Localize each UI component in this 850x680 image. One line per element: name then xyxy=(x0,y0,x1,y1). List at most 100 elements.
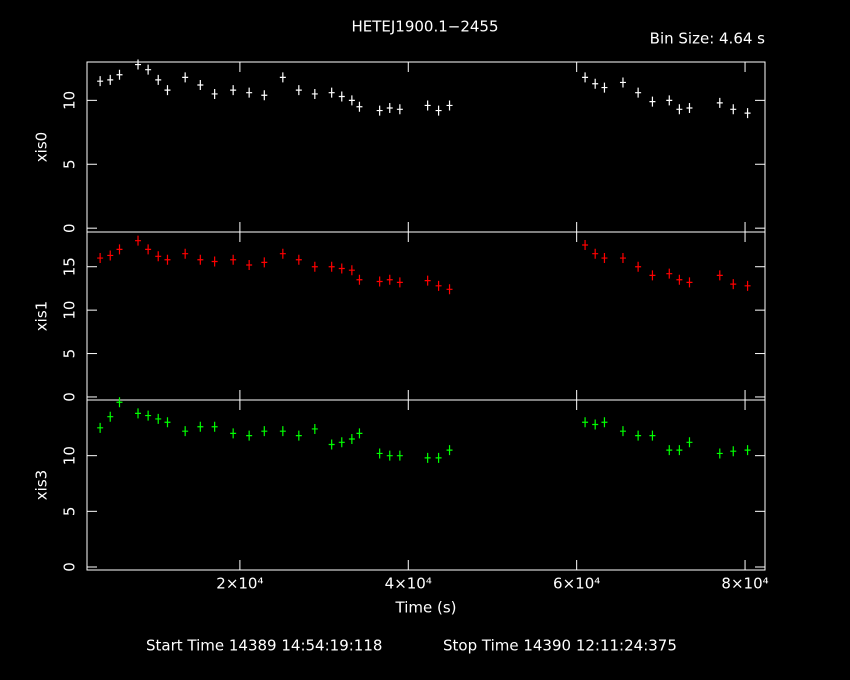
data-point xyxy=(97,76,104,87)
data-point xyxy=(396,450,403,461)
data-point xyxy=(376,105,383,116)
data-point xyxy=(424,100,431,111)
y-tick-label: 5 xyxy=(61,507,79,517)
panel-frame xyxy=(86,61,766,233)
data-point xyxy=(182,426,189,437)
data-point xyxy=(356,428,363,439)
data-point xyxy=(328,87,335,98)
data-point xyxy=(348,433,355,444)
data-point xyxy=(261,426,268,437)
data-point xyxy=(164,417,171,428)
y-tick-label: 15 xyxy=(61,257,79,276)
data-point xyxy=(246,87,253,98)
data-point xyxy=(730,446,737,457)
data-point xyxy=(376,448,383,459)
data-point xyxy=(592,248,599,259)
data-point xyxy=(686,437,693,448)
stop-time: Stop Time 14390 12:11:24:375 xyxy=(443,637,677,655)
data-point xyxy=(295,254,302,265)
data-point xyxy=(716,270,723,281)
data-point xyxy=(97,253,104,264)
y-axis-label: xis1 xyxy=(33,301,51,331)
data-point xyxy=(666,268,673,279)
data-point xyxy=(744,108,751,119)
data-point xyxy=(635,261,642,272)
data-point xyxy=(730,279,737,290)
data-point xyxy=(582,417,589,428)
data-point xyxy=(182,72,189,83)
data-point xyxy=(211,88,218,99)
data-point xyxy=(279,248,286,259)
data-point xyxy=(230,85,237,96)
data-point xyxy=(744,445,751,456)
data-point xyxy=(386,103,393,114)
data-point xyxy=(582,240,589,251)
y-tick-label: 0 xyxy=(61,392,79,402)
data-point xyxy=(197,421,204,432)
data-point xyxy=(424,452,431,463)
data-point xyxy=(396,104,403,115)
data-point xyxy=(649,96,656,107)
data-point xyxy=(386,274,393,285)
data-point xyxy=(145,244,152,255)
y-tick-label: 10 xyxy=(61,446,79,465)
data-point xyxy=(356,274,363,285)
data-point xyxy=(107,411,114,422)
data-point xyxy=(666,95,673,106)
data-point xyxy=(592,78,599,89)
data-point xyxy=(730,104,737,115)
data-point xyxy=(155,74,162,85)
data-point xyxy=(716,448,723,459)
data-point xyxy=(145,64,152,75)
data-point xyxy=(311,423,318,434)
start-time: Start Time 14389 14:54:19:118 xyxy=(146,637,382,655)
data-point xyxy=(435,280,442,291)
data-point xyxy=(582,72,589,83)
data-point xyxy=(619,253,626,264)
data-point xyxy=(686,103,693,114)
x-tick-label: 2×10⁴ xyxy=(216,575,263,593)
data-point xyxy=(716,97,723,108)
data-point xyxy=(230,254,237,265)
data-point xyxy=(601,417,608,428)
data-point xyxy=(396,277,403,288)
data-point xyxy=(116,69,123,80)
data-point xyxy=(666,445,673,456)
data-point xyxy=(635,430,642,441)
data-point xyxy=(601,82,608,93)
data-point xyxy=(676,445,683,456)
data-point xyxy=(295,85,302,96)
data-point xyxy=(230,428,237,439)
data-point xyxy=(261,257,268,268)
data-point xyxy=(164,254,171,265)
panel-frame xyxy=(86,231,766,401)
x-tick-label: 8×10⁴ xyxy=(721,575,768,593)
bin-size: Bin Size: 4.64 s xyxy=(650,30,766,48)
data-point xyxy=(246,259,253,270)
data-point xyxy=(446,284,453,295)
data-point xyxy=(311,261,318,272)
data-point xyxy=(744,280,751,291)
data-point xyxy=(592,419,599,430)
data-point xyxy=(356,101,363,112)
y-axis-label: xis0 xyxy=(33,132,51,162)
data-point xyxy=(116,244,123,255)
data-point xyxy=(135,59,142,70)
y-tick-label: 10 xyxy=(61,301,79,320)
data-point xyxy=(107,250,114,261)
x-tick-label: 6×10⁴ xyxy=(553,575,600,593)
data-point xyxy=(311,88,318,99)
y-tick-label: 0 xyxy=(61,223,79,233)
data-point xyxy=(197,254,204,265)
data-point xyxy=(446,445,453,456)
data-point xyxy=(338,437,345,448)
data-point xyxy=(435,105,442,116)
y-tick-label: 10 xyxy=(61,91,79,110)
x-tick-label: 4×10⁴ xyxy=(385,575,432,593)
x-axis-label: Time (s) xyxy=(395,599,457,617)
data-point xyxy=(116,397,123,408)
data-point xyxy=(97,422,104,433)
data-point xyxy=(376,276,383,287)
data-point xyxy=(164,85,171,96)
data-point xyxy=(197,80,204,91)
